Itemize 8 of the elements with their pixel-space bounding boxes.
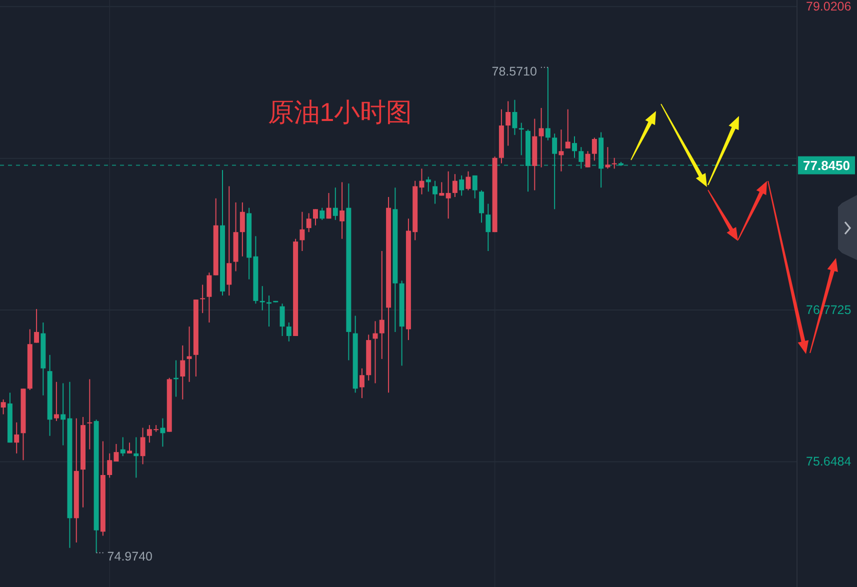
title: 原油1小时图 [268, 97, 412, 127]
y-tick-label: 79.0206 [806, 0, 852, 14]
annotation: 74.9740 [96, 550, 152, 564]
y-tick-label: 75.6484 [806, 454, 852, 469]
annotation: 74.9740 [107, 550, 153, 564]
ref-line-label: 77.8450 [803, 158, 850, 173]
annotation: 78.5710 [492, 64, 537, 78]
annotation: 78.5710 [492, 64, 548, 78]
